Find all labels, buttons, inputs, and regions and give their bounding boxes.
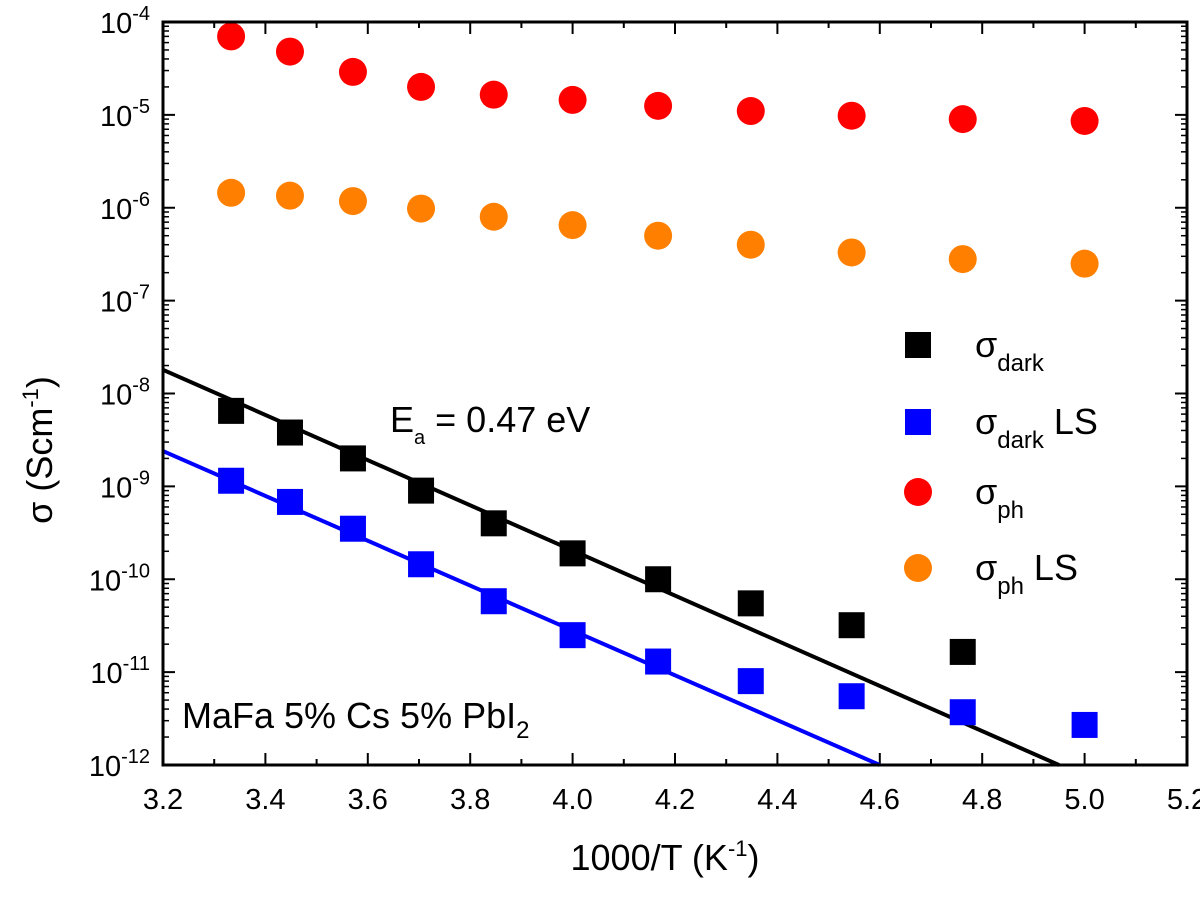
dark-ls-point xyxy=(1071,711,1098,738)
ph-point xyxy=(837,101,866,130)
dark-point xyxy=(645,566,672,593)
legend-label-ph-ls: σph LS xyxy=(975,547,1078,600)
y-axis-title: σ (Scm-1) xyxy=(18,376,60,524)
ph-ls-point xyxy=(217,178,246,207)
dark-ls-point xyxy=(838,683,865,710)
legend-marker-ph-ls xyxy=(904,554,932,582)
y-tick-label: 10-11 xyxy=(90,653,150,690)
y-axis-title-close: ) xyxy=(19,376,60,388)
dark-ls-point xyxy=(737,668,764,695)
dark-point xyxy=(559,540,586,567)
dark-point xyxy=(218,397,245,424)
x-axis-title-sup: -1 xyxy=(728,836,748,861)
y-axis-title-sup: -1 xyxy=(18,388,43,408)
ph-point xyxy=(275,37,304,66)
x-tick-label: 4.0 xyxy=(552,784,592,816)
x-tick-labels: 3.2 3.4 3.6 3.8 4.0 4.2 4.4 4.6 4.8 5.0 5.2 xyxy=(143,784,1200,816)
activation-energy-value: = 0.47 eV xyxy=(425,399,590,440)
ph-ls-point xyxy=(558,211,587,240)
ph-ls-point xyxy=(736,230,765,259)
x-axis-title-text: 1000/T (K xyxy=(571,837,728,878)
ph-point xyxy=(338,57,367,86)
dark-point xyxy=(276,419,303,446)
activation-energy-sub: a xyxy=(414,427,426,449)
ph-point xyxy=(1070,106,1099,135)
ph-point xyxy=(558,85,587,114)
ph-point xyxy=(217,22,246,51)
x-axis-title: 1000/T (K-1) xyxy=(571,836,760,878)
x-tick-label: 4.4 xyxy=(757,784,797,816)
y-tick-labels: 10-4 10-5 10-6 10-7 10-8 10-9 10-10 10-11 10-12 xyxy=(89,3,150,783)
y-tick-label: 10-8 xyxy=(100,375,150,412)
activation-energy-label: Ea = 0.47 eV xyxy=(390,399,590,449)
plot-frame xyxy=(161,20,1189,767)
legend-label-ph: σph xyxy=(975,471,1024,524)
ph-ls-point xyxy=(644,221,673,250)
dark-ls-point xyxy=(408,551,435,578)
dark-point xyxy=(949,638,976,665)
legend-label-dark: σdark xyxy=(975,324,1045,377)
dark-point xyxy=(737,590,764,617)
ph-ls-point xyxy=(275,181,304,210)
x-tick-label: 4.6 xyxy=(860,784,900,816)
x-tick-label: 3.2 xyxy=(143,784,183,816)
dark-ls-point xyxy=(645,648,672,675)
ph-ls-point xyxy=(1070,249,1099,278)
x-tick-label: 4.2 xyxy=(655,784,695,816)
x-axis-title-close: ) xyxy=(748,837,760,878)
x-tick-label: 5.0 xyxy=(1064,784,1104,816)
ph-point xyxy=(407,72,436,101)
dark-point xyxy=(838,612,865,639)
legend-marker-ph xyxy=(904,478,932,506)
x-tick-label: 3.8 xyxy=(450,784,490,816)
x-tick-label: 5.2 xyxy=(1167,784,1200,816)
sample-label-text: MaFa 5% Cs 5% PbI xyxy=(182,695,516,736)
x-tick-label: 4.8 xyxy=(962,784,1002,816)
dark-ls-point xyxy=(949,699,976,726)
y-tick-label: 10-5 xyxy=(100,96,150,133)
axis-ticks xyxy=(162,21,1188,766)
legend-marker-dark-ls xyxy=(905,409,931,435)
y-axis-title-text: σ (Scm xyxy=(19,408,60,524)
legend-marker-dark xyxy=(905,332,931,358)
y-tick-label: 10-4 xyxy=(100,3,150,40)
activation-energy-base: E xyxy=(390,399,414,440)
sample-label-sub: 2 xyxy=(516,717,529,744)
ph-ls-point xyxy=(948,245,977,274)
dark-ls-point xyxy=(480,588,507,615)
dark-fit-line xyxy=(162,367,1060,767)
dark-point xyxy=(408,477,435,504)
legend-label-dark-ls: σdark LS xyxy=(975,401,1098,454)
sample-label: MaFa 5% Cs 5% PbI2 xyxy=(182,695,529,744)
dark-ls-point xyxy=(218,467,245,494)
y-tick-label: 10-10 xyxy=(89,560,150,597)
data-points xyxy=(217,22,1099,738)
dark-ls-point xyxy=(339,515,366,542)
dark-ls-point xyxy=(276,488,303,515)
ph-point xyxy=(644,91,673,120)
x-tick-label: 3.4 xyxy=(245,784,285,816)
y-tick-label: 10-6 xyxy=(100,189,150,226)
ph-ls-point xyxy=(338,187,367,216)
x-tick-label: 3.6 xyxy=(348,784,388,816)
dark-point xyxy=(480,510,507,537)
ph-ls-point xyxy=(407,194,436,223)
dark-point xyxy=(339,445,366,472)
ph-point xyxy=(948,105,977,134)
legend: σdark σdark LS σph σph LS xyxy=(904,324,1098,600)
y-tick-label: 10-12 xyxy=(89,746,150,783)
y-tick-label: 10-7 xyxy=(100,282,150,319)
ph-point xyxy=(736,97,765,126)
ph-ls-point xyxy=(837,238,866,267)
ph-point xyxy=(479,80,508,109)
y-tick-label: 10-9 xyxy=(100,467,150,504)
dark-ls-point xyxy=(559,622,586,649)
ph-ls-point xyxy=(479,202,508,231)
